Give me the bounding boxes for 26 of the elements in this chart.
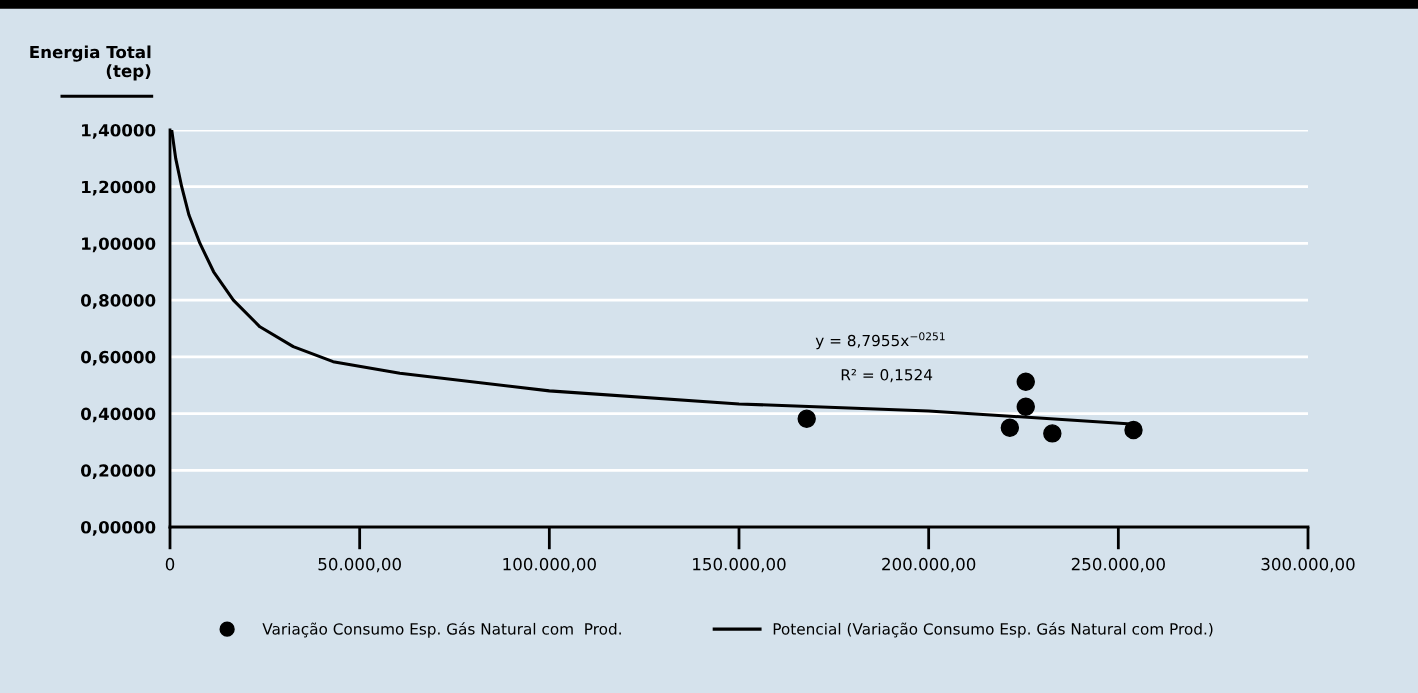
- x-tick-label: 150.000,00: [693, 557, 786, 573]
- x-tick-label: 50.000,00: [318, 557, 401, 573]
- y-tick-label: 0,80000: [81, 294, 156, 309]
- annotation: R² = 0,1524: [841, 369, 933, 383]
- y-tick-label: 0,00000: [81, 520, 156, 536]
- y-tick-label: 1,40000: [82, 123, 156, 139]
- legend-label: Variação Consumo Esp. Gás Natural com Prod.: [262, 622, 621, 638]
- point: [1043, 424, 1062, 443]
- x-tick-label: 250.000,00: [1071, 557, 1165, 573]
- y-tick-label: 1,20000: [82, 180, 156, 196]
- legend-label: Potencial (Variação Consumo Esp. Gás Natural com Prod.): [773, 622, 1213, 638]
- point: [1016, 397, 1035, 416]
- point: [1124, 420, 1143, 440]
- x-tick-label: 0: [165, 557, 175, 571]
- point: [1016, 372, 1035, 392]
- point: [797, 409, 816, 428]
- point: [1000, 418, 1020, 437]
- y-tick-label: 0,60000: [81, 350, 156, 366]
- x-tick-label: 200.000,00: [882, 557, 976, 573]
- annotation: y = 8,7955x$^{−0251}$: [815, 332, 945, 350]
- y-axis-title: Energia Total (tep): [30, 45, 151, 81]
- x-tick-label: 300.000,00: [1261, 557, 1355, 573]
- x-tick-label: 100.000,00: [503, 557, 596, 573]
- y-tick-label: 1,00000: [82, 237, 156, 253]
- y-tick-label: 0,20000: [81, 464, 156, 479]
- y-tick-label: 0,40000: [81, 407, 156, 423]
